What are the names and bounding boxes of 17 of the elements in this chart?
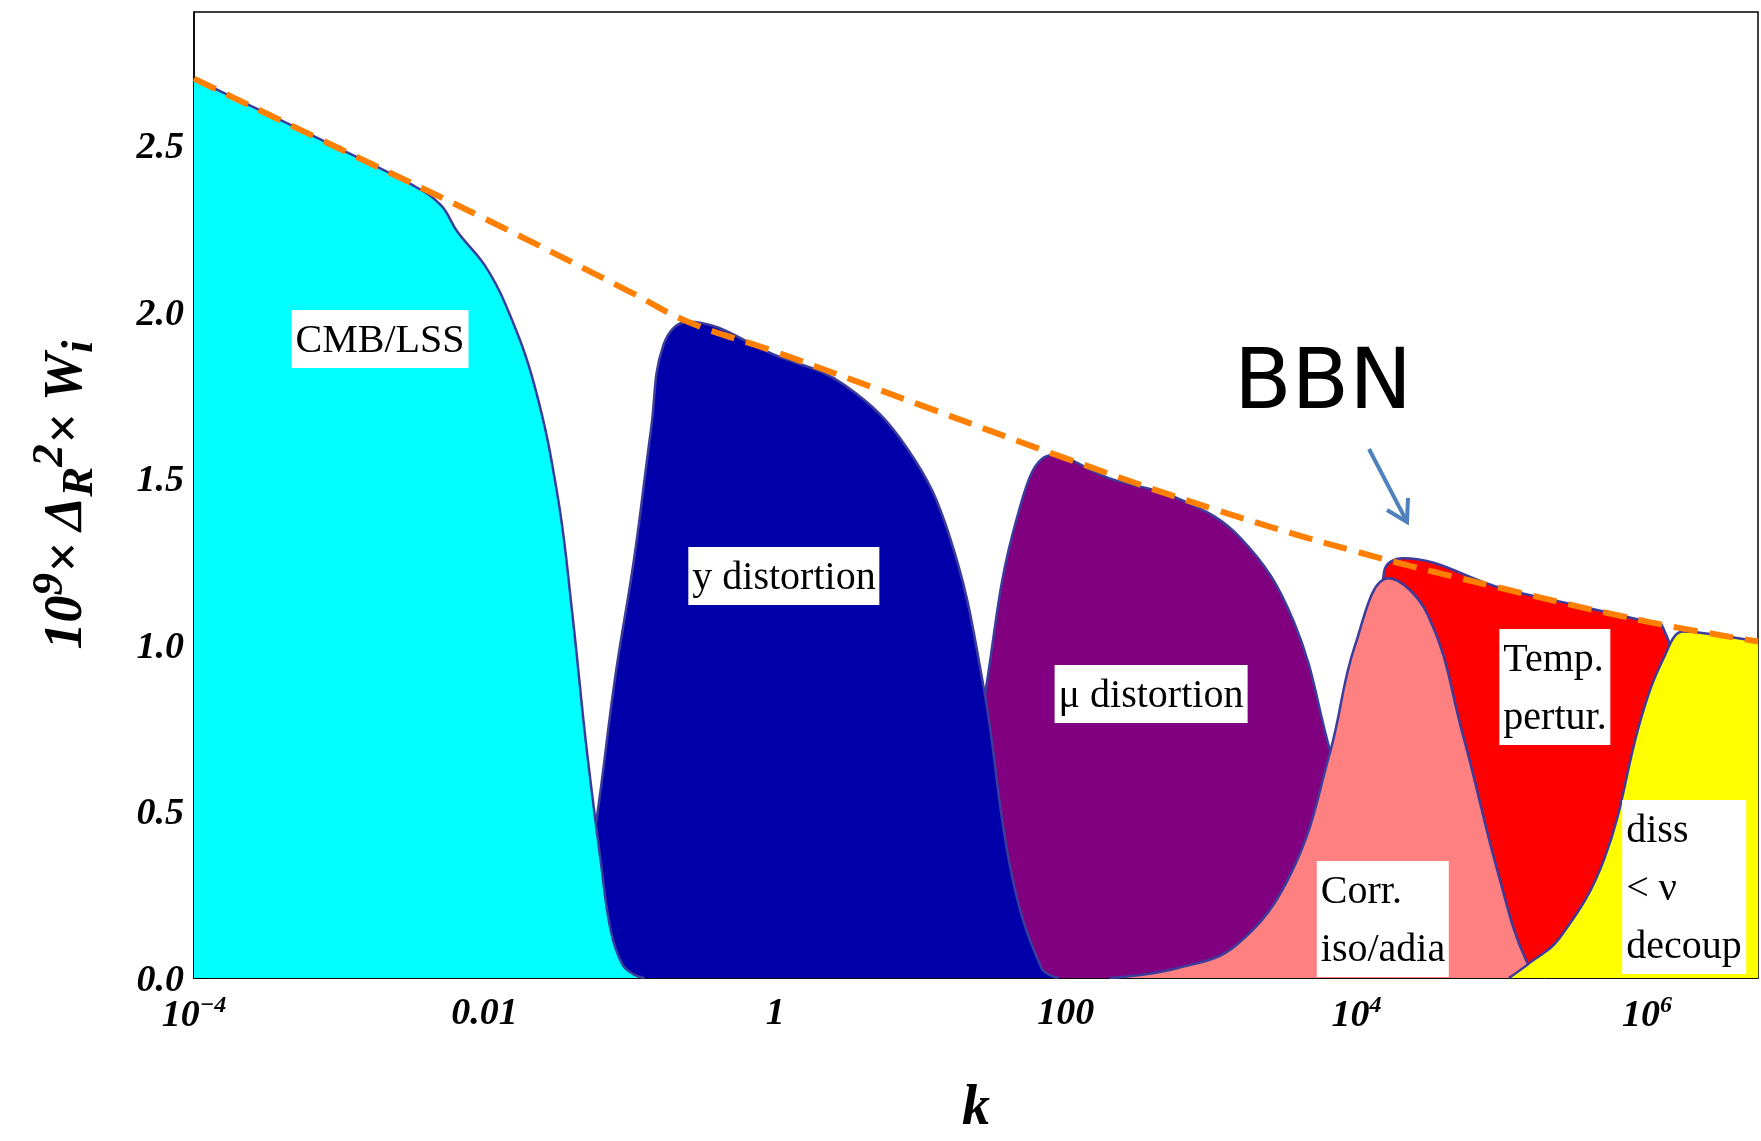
y-tick-label: 1.5 xyxy=(136,457,184,500)
x-axis-title: k xyxy=(962,1073,990,1137)
y-tick-label: 0.5 xyxy=(136,790,184,833)
annotation: Temp. pertur. xyxy=(1499,629,1611,745)
y-tick-label: 1.0 xyxy=(136,623,184,666)
annotation: diss < ν decoup xyxy=(1622,800,1746,974)
annotation: BBN xyxy=(1232,330,1414,428)
y-tick-label: 0.0 xyxy=(136,957,184,999)
annotation: Corr. iso/adia xyxy=(1316,861,1450,977)
annotation: CMB/LSS xyxy=(291,310,469,368)
annotation: μ distortion xyxy=(1054,665,1248,723)
x-tick-label: 0.01 xyxy=(451,990,518,1032)
y-tick-label: 2.0 xyxy=(135,290,184,333)
x-tick-label: 100 xyxy=(1037,990,1095,1032)
y-tick-label: 2.5 xyxy=(135,124,184,167)
x-tick-label: 1 xyxy=(765,990,785,1032)
annotation: y distortion xyxy=(688,547,880,605)
